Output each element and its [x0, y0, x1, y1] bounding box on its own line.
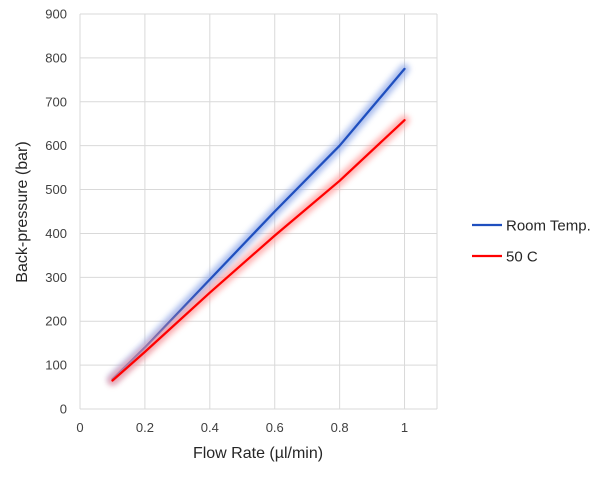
y-axis-ticks: 0 100 200 300 400 500 600 700 800 900 [45, 7, 67, 417]
legend-label: 50 C [506, 249, 538, 266]
x-axis-title: Flow Rate (µl/min) [193, 445, 323, 462]
y-tick-label: 500 [45, 182, 67, 197]
x-axis-ticks: 0 0.2 0.4 0.6 0.8 1 [76, 420, 408, 435]
grid [79, 13, 438, 410]
y-axis-title: Back-pressure (bar) [14, 141, 31, 282]
x-tick-label: 0.4 [201, 420, 219, 435]
y-tick-label: 400 [45, 226, 67, 241]
x-tick-label: 0 [76, 420, 83, 435]
x-tick-label: 1 [401, 420, 408, 435]
series [107, 63, 410, 386]
x-tick-label: 0.6 [266, 420, 284, 435]
y-tick-label: 700 [45, 94, 67, 109]
legend-label: Room Temp. [506, 218, 591, 235]
y-tick-label: 800 [45, 50, 67, 65]
series-line-1 [111, 119, 406, 382]
x-tick-label: 0.2 [136, 420, 154, 435]
legend: Room Temp. 50 C [472, 218, 591, 266]
series-glow-0 [107, 63, 410, 385]
y-tick-label: 0 [60, 402, 67, 417]
y-tick-label: 900 [45, 7, 67, 22]
y-tick-label: 200 [45, 314, 67, 329]
y-tick-label: 100 [45, 358, 67, 373]
y-tick-label: 600 [45, 138, 67, 153]
x-tick-label: 0.8 [331, 420, 349, 435]
y-tick-label: 300 [45, 270, 67, 285]
